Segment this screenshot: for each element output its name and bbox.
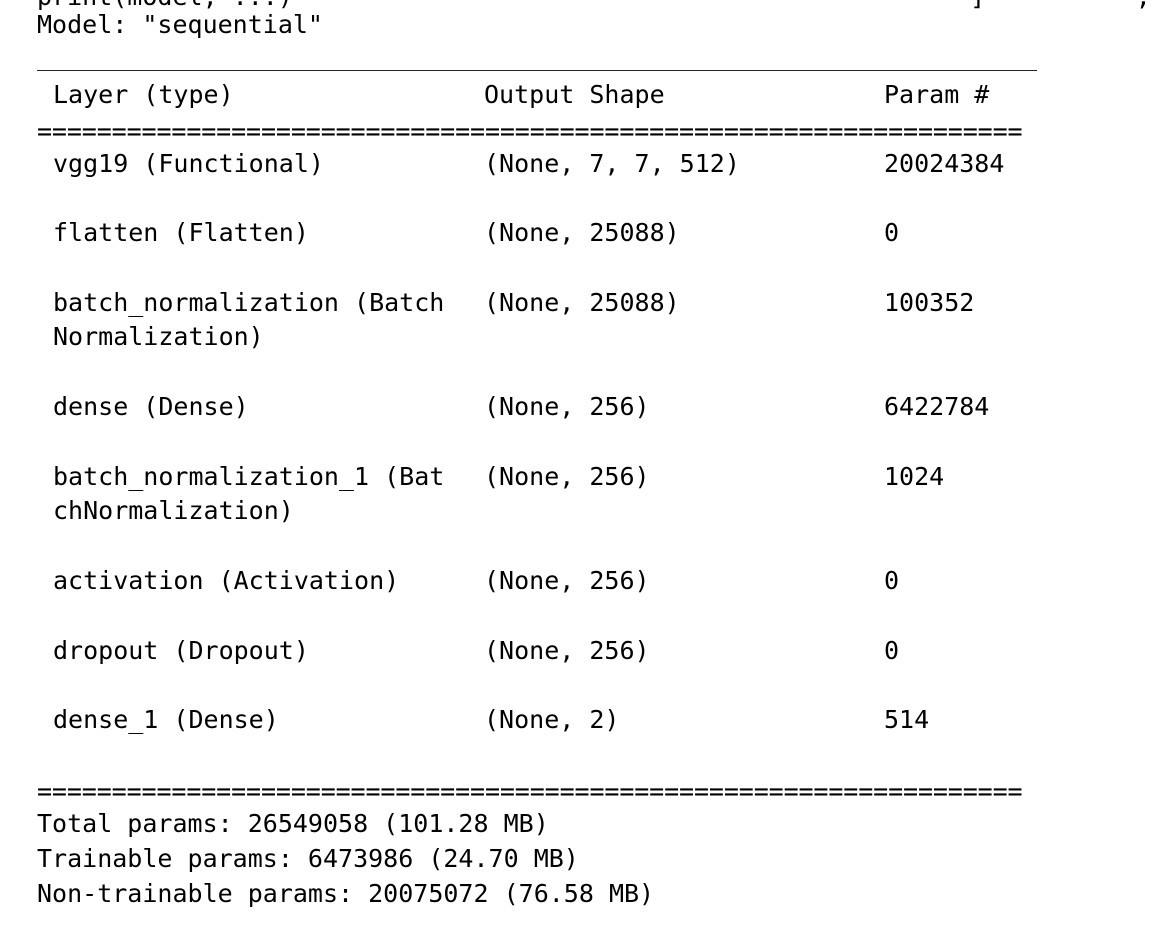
header-output-shape: Output Shape bbox=[484, 80, 665, 109]
layer-name: dropout (Dropout) bbox=[53, 636, 309, 665]
layer-name: batch_normalization (Batch bbox=[53, 288, 445, 317]
output-shape: (None, 2) bbox=[484, 705, 620, 734]
layer-name-continued: Normalization) bbox=[53, 322, 264, 351]
param-count: 514 bbox=[884, 705, 930, 734]
param-count: 20024384 bbox=[884, 149, 1005, 178]
output-shape: (None, 7, 7, 512) bbox=[484, 149, 740, 178]
total-params-line: Total params: 26549058 (101.28 MB) bbox=[37, 809, 549, 838]
param-count: 6422784 bbox=[884, 392, 990, 421]
param-count: 100352 bbox=[884, 288, 975, 317]
footer-double-rule: ========================================… bbox=[37, 777, 1023, 806]
layer-name: dense_1 (Dense) bbox=[53, 705, 279, 734]
cut-off-previous-line: print(model, ...) ] , bbox=[37, 0, 1170, 14]
non-trainable-params-line: Non-trainable params: 20075072 (76.58 MB… bbox=[37, 879, 655, 908]
layer-name: activation (Activation) bbox=[53, 566, 400, 595]
model-name-line: Model: "sequential" bbox=[37, 10, 323, 39]
header-underline-rule bbox=[37, 70, 1037, 71]
layer-name-continued: chNormalization) bbox=[53, 496, 294, 525]
layer-name: flatten (Flatten) bbox=[53, 218, 309, 247]
output-shape: (None, 25088) bbox=[484, 288, 680, 317]
layer-name: vgg19 (Functional) bbox=[53, 149, 324, 178]
header-param-count: Param # bbox=[884, 80, 990, 109]
output-shape: (None, 256) bbox=[484, 392, 650, 421]
output-shape: (None, 256) bbox=[484, 566, 650, 595]
param-count: 0 bbox=[884, 218, 900, 247]
header-double-rule: ========================================… bbox=[37, 117, 1023, 146]
layer-name: dense (Dense) bbox=[53, 392, 249, 421]
output-shape: (None, 256) bbox=[484, 462, 650, 491]
output-shape: (None, 25088) bbox=[484, 218, 680, 247]
output-shape: (None, 256) bbox=[484, 636, 650, 665]
param-count: 0 bbox=[884, 636, 900, 665]
param-count: 0 bbox=[884, 566, 900, 595]
trainable-params-line: Trainable params: 6473986 (24.70 MB) bbox=[37, 844, 579, 873]
header-layer-type: Layer (type) bbox=[53, 80, 234, 109]
layer-name: batch_normalization_1 (Bat bbox=[53, 462, 445, 491]
param-count: 1024 bbox=[884, 462, 945, 491]
